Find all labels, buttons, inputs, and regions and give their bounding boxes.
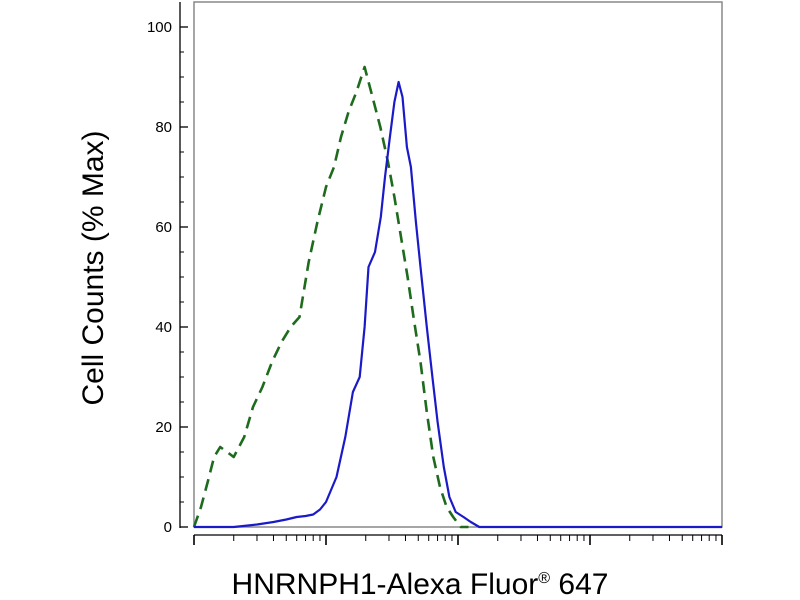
y-axis-title: Cell Counts (% Max) — [77, 130, 110, 405]
series-1-line — [192, 65, 469, 529]
series-layer — [192, 65, 722, 529]
y-tick-label: 20 — [155, 419, 172, 436]
x-axis-title-mark: ® — [538, 570, 550, 587]
x-axis-title-suffix: 647 — [550, 568, 608, 600]
series-2-line — [194, 80, 722, 529]
axis-layer: 0 20 40 60 80 100 — [147, 2, 723, 545]
y-tick-label: 60 — [155, 219, 172, 236]
x-axis-title: HNRNPH1-Alexa Fluor® 647 — [232, 568, 609, 600]
y-tick-label: 40 — [155, 319, 172, 336]
y-tick-label: 80 — [155, 119, 172, 136]
y-tick-label: 0 — [164, 519, 172, 536]
plot-border — [193, 1, 723, 528]
y-tick-label: 100 — [147, 19, 172, 36]
plot-frame — [193, 1, 723, 528]
x-axis-title-main: HNRNPH1-Alexa Fluor — [232, 568, 539, 600]
